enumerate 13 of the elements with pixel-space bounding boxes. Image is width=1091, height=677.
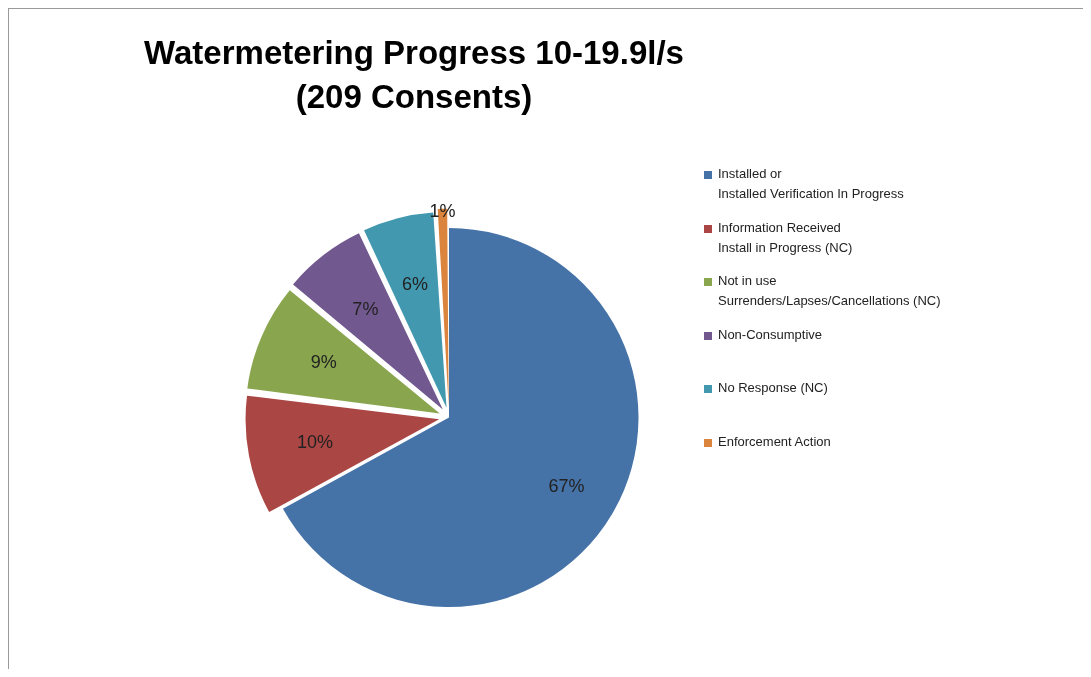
legend-label: Not in use Surrenders/Lapses/Cancellations (NC) — [718, 272, 941, 310]
data-label: 67% — [548, 475, 585, 496]
data-label: 9% — [310, 352, 337, 373]
legend-label: Information Received Install in Progress (NC) — [718, 218, 853, 257]
legend-label: No Response (NC) — [718, 379, 828, 397]
data-label: 7% — [352, 298, 379, 319]
legend-label: Non-Consumptive — [718, 325, 823, 344]
chart-title: Watermetering Progress 10-19.9l/s (209 Consents) — [143, 33, 685, 117]
legend-label: Enforcement Action — [718, 432, 831, 451]
data-label: 1% — [429, 201, 456, 222]
data-label: 10% — [296, 432, 333, 453]
legend-label: Installed or Installed Verification In Progress — [718, 165, 904, 203]
data-label: 6% — [402, 274, 429, 295]
